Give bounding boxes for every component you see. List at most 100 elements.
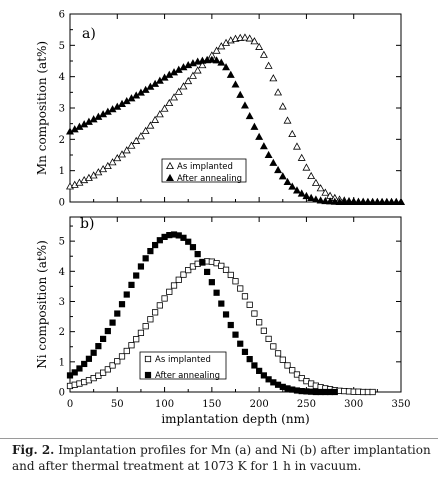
- data-point: [288, 129, 297, 138]
- data-point: [113, 154, 122, 162]
- data-point: [382, 197, 391, 206]
- legend-box: [161, 158, 247, 183]
- data-point: [311, 178, 320, 186]
- data-point: [283, 116, 292, 124]
- data-point: [174, 87, 183, 95]
- legend-label: As implanted: [177, 162, 233, 172]
- data-point: [155, 110, 164, 118]
- data-point: [316, 184, 325, 192]
- figure: 0 1 2 3 4 5 6 Mn composition (at%) a) As implante…: [35, 10, 411, 427]
- data-point: [340, 197, 349, 206]
- data-point: [297, 189, 306, 197]
- data-point: [279, 356, 286, 363]
- x-tick-label: 100: [155, 399, 174, 410]
- data-point: [321, 188, 330, 196]
- data-point: [284, 362, 291, 369]
- y-tick-label: 2: [59, 135, 65, 146]
- y-axis-title: Ni composition (at%): [35, 240, 49, 369]
- data-point: [146, 121, 155, 129]
- data-point: [137, 329, 145, 336]
- caption-divider: [0, 438, 438, 439]
- data-point: [378, 197, 387, 206]
- data-point: [193, 66, 202, 74]
- data-point: [359, 197, 368, 206]
- data-point: [241, 293, 249, 300]
- data-point: [222, 311, 230, 318]
- data-point: [240, 33, 249, 41]
- figure-caption: Fig. 2. Implantation profiles for Mn (a)…: [12, 443, 432, 474]
- data-point: [269, 74, 278, 82]
- panel-label: b): [80, 216, 94, 232]
- data-point: [302, 191, 311, 200]
- data-point: [104, 366, 111, 373]
- data-point: [255, 132, 264, 140]
- data-point: [128, 281, 135, 288]
- data-point: [369, 388, 376, 396]
- data-point: [147, 247, 154, 255]
- data-point: [100, 335, 107, 342]
- data-point: [170, 282, 178, 289]
- x-axis-title: implantation depth (nm): [161, 412, 309, 426]
- data-point: [260, 327, 267, 334]
- data-point: [240, 101, 249, 109]
- data-point: [265, 335, 272, 342]
- data-point: [321, 196, 330, 205]
- series-after-annealing: [66, 231, 338, 396]
- data-point: [127, 141, 136, 149]
- data-point: [250, 122, 259, 130]
- data-point: [160, 104, 169, 112]
- data-point: [204, 268, 211, 276]
- data-point: [208, 279, 215, 286]
- x-tick-label: 350: [391, 399, 410, 410]
- data-point: [227, 271, 234, 279]
- x-tick-label: 300: [344, 399, 363, 410]
- data-point: [212, 46, 221, 54]
- data-point: [349, 197, 358, 206]
- data-point: [297, 153, 306, 161]
- data-point: [194, 251, 201, 258]
- data-point: [373, 197, 382, 206]
- data-point: [100, 369, 107, 376]
- data-point: [180, 271, 187, 278]
- y-tick-label: 1: [59, 166, 65, 177]
- data-point: [103, 161, 112, 170]
- data-point: [151, 115, 160, 123]
- data-point: [133, 336, 140, 343]
- y-tick-label: 0: [59, 388, 65, 399]
- data-point: [226, 70, 235, 78]
- data-point: [198, 60, 207, 69]
- caption-text: Implantation profiles for Mn (a) and Ni …: [12, 443, 431, 473]
- data-point: [152, 309, 159, 316]
- data-point: [132, 136, 141, 144]
- data-point: [274, 350, 282, 357]
- y-tick-label: 3: [59, 297, 65, 308]
- data-point: [185, 238, 192, 245]
- data-point: [199, 259, 206, 266]
- data-point: [166, 288, 173, 295]
- data-point: [218, 300, 225, 307]
- data-point: [292, 142, 301, 150]
- data-point: [122, 146, 131, 154]
- data-point: [302, 163, 311, 171]
- data-point: [307, 171, 316, 180]
- data-point: [311, 195, 320, 203]
- data-point: [218, 262, 225, 269]
- caption-label: Fig. 2.: [12, 443, 55, 457]
- data-point: [136, 132, 145, 140]
- data-point: [109, 319, 116, 326]
- data-point: [335, 197, 344, 206]
- x-tick-label: 250: [297, 399, 316, 410]
- data-point: [189, 244, 197, 251]
- data-point: [185, 267, 192, 274]
- data-point: [165, 98, 174, 107]
- panel-b: 0 50 100 150 200 250 300 350 0 1 2 3 4 5 Ni compositio…: [35, 216, 411, 426]
- figure-svg: 0 1 2 3 4 5 6 Mn composition (at%) a) As implante…: [35, 10, 411, 427]
- data-point: [256, 367, 263, 374]
- data-point: [278, 172, 287, 180]
- data-point: [368, 197, 377, 206]
- x-tick-label: 200: [250, 399, 269, 410]
- legend: As implanted After annealing: [139, 351, 227, 381]
- data-point: [270, 343, 277, 350]
- data-point: [245, 112, 254, 120]
- legend-marker: [144, 355, 152, 363]
